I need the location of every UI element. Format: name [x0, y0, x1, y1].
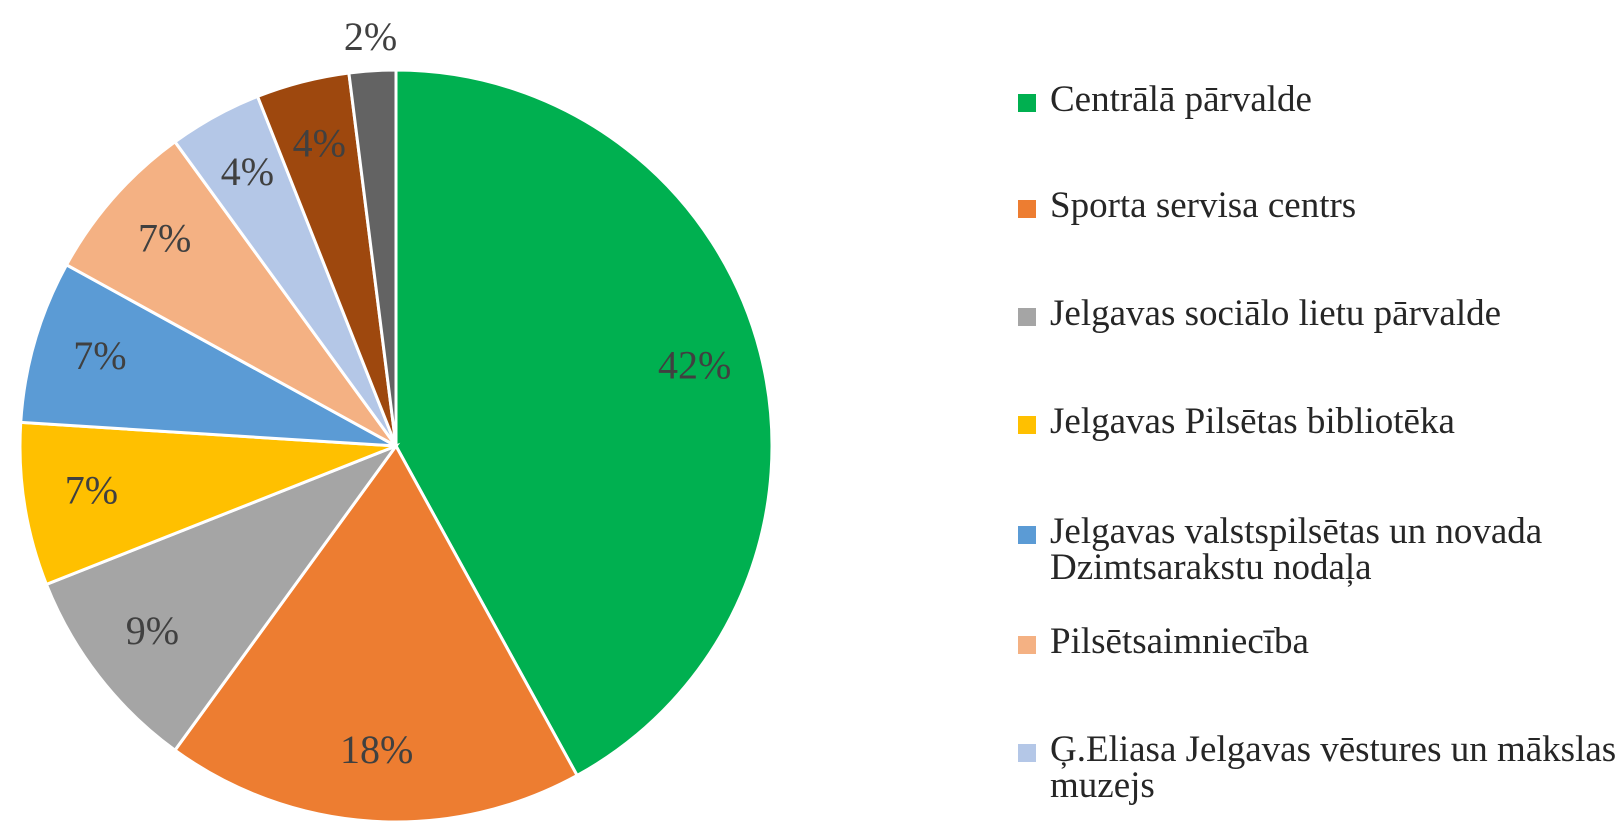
legend-swatch	[1018, 416, 1036, 434]
legend-label: Jelgavas sociālo lietu pārvalde	[1050, 293, 1502, 334]
data-label: 4%	[221, 149, 274, 194]
pie-slice	[44, 442, 401, 753]
pie-slice	[18, 420, 397, 587]
legend-item: Pilsētsaimniecība	[1018, 621, 1622, 662]
legend-label: Ģ.Eliasa Jelgavas vēstures un mākslas mu…	[1050, 729, 1617, 806]
data-label: 7%	[138, 215, 191, 260]
data-label: 4%	[293, 121, 346, 166]
legend-item: Jelgavas valstspilsētas un novada Dzimts…	[1018, 511, 1622, 588]
legend-item: Jelgavas sociālo lietu pārvalde	[1018, 293, 1622, 334]
legend-swatch	[1018, 744, 1036, 762]
pie-slice	[172, 443, 580, 824]
legend-label: Jelgavas valstspilsētas un novada Dzimts…	[1050, 511, 1543, 588]
legend-label: Sporta servisa centrs	[1050, 185, 1357, 226]
pie-slice	[19, 262, 397, 448]
pie-slice	[64, 139, 398, 448]
legend-label: Jelgavas Pilsētas bibliotēka	[1050, 401, 1455, 442]
legend-swatch	[1018, 308, 1036, 326]
pie-slice	[394, 68, 774, 778]
legend-swatch	[1018, 94, 1036, 112]
legend-item: Jelgavas Pilsētas bibliotēka	[1018, 401, 1622, 442]
legend-swatch	[1018, 636, 1036, 654]
legend-swatch	[1018, 526, 1036, 544]
legend-label: Pilsētsaimniecība	[1050, 621, 1309, 662]
data-label: 7%	[65, 467, 118, 512]
data-label: 9%	[126, 608, 179, 653]
data-label: 42%	[658, 342, 731, 387]
pie-slice	[347, 68, 398, 447]
legend-item: Centrālā pārvalde	[1018, 79, 1622, 120]
data-label: 2%	[344, 14, 397, 59]
data-label: 18%	[340, 727, 413, 772]
data-label: 7%	[73, 333, 126, 378]
legend-swatch	[1018, 200, 1036, 218]
legend-item: Ģ.Eliasa Jelgavas vēstures un mākslas mu…	[1018, 729, 1622, 806]
legend-item: Sporta servisa centrs	[1018, 185, 1622, 226]
legend-label: Centrālā pārvalde	[1050, 79, 1312, 120]
